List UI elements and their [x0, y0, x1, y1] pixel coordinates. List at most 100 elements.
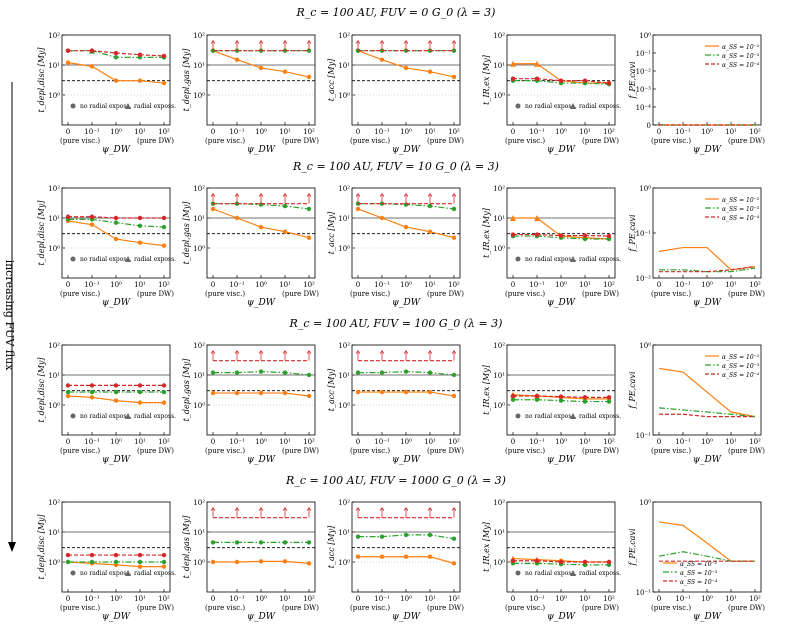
xtick-label: 10¹	[134, 281, 146, 289]
data-point	[534, 393, 540, 399]
xtick-label: 10⁰	[110, 438, 122, 446]
data-point	[113, 220, 119, 225]
legend-circle-marker	[70, 256, 76, 262]
xtick-label: 10⁻¹	[675, 438, 691, 446]
xnote-left: (pure visc.)	[350, 137, 390, 145]
ytick-label: 10¹	[193, 529, 205, 537]
marker-legend: no radial exposs. radial exposs.	[70, 570, 176, 577]
xlabel: ψ_DW	[247, 145, 276, 155]
xtick-label: 10⁰	[400, 281, 412, 289]
ytick-label: 10²	[48, 185, 60, 193]
data-point	[89, 214, 95, 219]
ytick-label: 10⁰	[48, 92, 60, 100]
ytick-label: 10²	[193, 32, 205, 40]
xtick-label: 10⁻¹	[529, 128, 545, 136]
data-point	[113, 398, 119, 403]
fuv-flux-arrow: increasing FUV flux	[3, 82, 16, 552]
xtick-label: 0	[657, 595, 661, 603]
xnote-right: (pure DW)	[728, 137, 765, 145]
data-point	[282, 69, 288, 74]
data-point	[161, 53, 167, 59]
data-point	[582, 399, 588, 404]
xlabel: ψ_DW	[392, 298, 421, 308]
ytick-label: 10⁻²	[636, 275, 652, 283]
legend-triangle-label: radial exposs.	[134, 570, 176, 577]
data-point	[582, 78, 588, 83]
xlabel: ψ_DW	[247, 612, 276, 622]
ytick-label: 10⁰	[338, 402, 350, 410]
data-point	[234, 57, 240, 62]
xtick-label: 10⁰	[555, 595, 567, 603]
ytick-label: 10⁰	[338, 245, 350, 253]
xtick-label: 10⁰	[400, 595, 412, 603]
xtick-label: 10²	[603, 281, 615, 289]
xtick-label: 10²	[158, 128, 170, 136]
xtick-label: 10¹	[279, 595, 291, 603]
xtick-label: 10⁰	[110, 595, 122, 603]
xtick-label: 10¹	[725, 595, 737, 603]
panel-r0-c2: 10² 10¹ 10⁰ 0 10⁻¹ 10⁰ 10¹ 10² (pure visc.) (pure…	[327, 32, 464, 155]
data-point	[210, 559, 216, 565]
upper-limit-head	[306, 39, 312, 44]
row-title-3: R_c = 100 AU, FUV = 1000 G_0 (λ = 3)	[285, 474, 506, 487]
xtick-label: 10⁰	[400, 438, 412, 446]
ytick-label: 10⁻¹	[636, 230, 652, 238]
ylabel: t_depl,disc [My]	[37, 200, 46, 266]
data-point	[258, 65, 264, 71]
upper-limit-head	[306, 506, 312, 511]
ylabel: t_acc [My]	[327, 58, 336, 101]
series-line-a1e-2	[658, 367, 756, 418]
xnote-left: (pure visc.)	[651, 137, 691, 145]
xtick-label: 0	[66, 438, 70, 446]
data-point	[89, 552, 95, 558]
xtick-label: 10¹	[579, 281, 591, 289]
legend-triangle-label: radial exposs.	[579, 413, 621, 420]
ylabel: f_PE,cavi	[628, 528, 637, 566]
data-point	[451, 48, 457, 53]
data-point	[210, 206, 216, 212]
panel-r3-c0: 10² 10¹ 10⁰ 0 10⁻¹ 10⁰ 10¹ 10² (pure visc.) (pure…	[37, 499, 176, 622]
data-point	[451, 536, 457, 541]
xtick-label: 10⁻¹	[229, 438, 245, 446]
data-point	[427, 229, 433, 234]
xtick-label: 10¹	[725, 281, 737, 289]
xtick-label: 0	[66, 281, 70, 289]
legend-triangle-label: radial exposs.	[134, 103, 176, 110]
xtick-label: 10²	[749, 438, 761, 446]
xnote-left: (pure visc.)	[205, 447, 245, 455]
line-legend: α_SS = 10⁻² α_SS = 10⁻³ α_SS = 10⁻⁴	[705, 354, 760, 379]
ytick-label: 10¹	[48, 372, 60, 380]
upper-limit-head	[210, 39, 216, 44]
data-point	[89, 222, 95, 227]
xnote-left: (pure visc.)	[205, 137, 245, 145]
xtick-label: 10²	[448, 128, 460, 136]
xtick-label: 10¹	[134, 595, 146, 603]
xtick-label: 10⁰	[701, 128, 713, 136]
ytick-label: 10⁰	[493, 402, 505, 410]
legend-line-label: α_SS = 10⁻²	[680, 561, 718, 568]
ytick-label: 10⁰	[193, 245, 205, 253]
legend-line-label: α_SS = 10⁻³	[722, 206, 760, 213]
data-point	[113, 215, 119, 221]
row-title-0: R_c = 100 AU, FUV = 0 G_0 (λ = 3)	[296, 6, 496, 19]
upper-limit-head	[379, 39, 385, 44]
xtick-label: 10⁰	[400, 128, 412, 136]
data-point	[65, 383, 71, 388]
upper-limit-head	[451, 349, 457, 354]
data-point	[137, 215, 143, 221]
data-point	[89, 395, 95, 400]
upper-limit-head	[258, 506, 264, 511]
xtick-label: 10²	[303, 595, 315, 603]
data-point	[606, 399, 612, 404]
ytick-label: 10¹	[493, 372, 505, 380]
xlabel: ψ_DW	[102, 298, 131, 308]
upper-limit-head	[427, 349, 433, 354]
data-point	[282, 559, 288, 564]
xtick-label: 10⁻¹	[675, 595, 691, 603]
data-point-triangle	[510, 60, 516, 67]
data-point	[306, 393, 312, 399]
ylabel: t_acc [My]	[327, 368, 336, 411]
ytick-label: 10¹	[193, 215, 205, 223]
panel-frame	[61, 187, 171, 279]
xnote-left: (pure visc.)	[651, 604, 691, 612]
